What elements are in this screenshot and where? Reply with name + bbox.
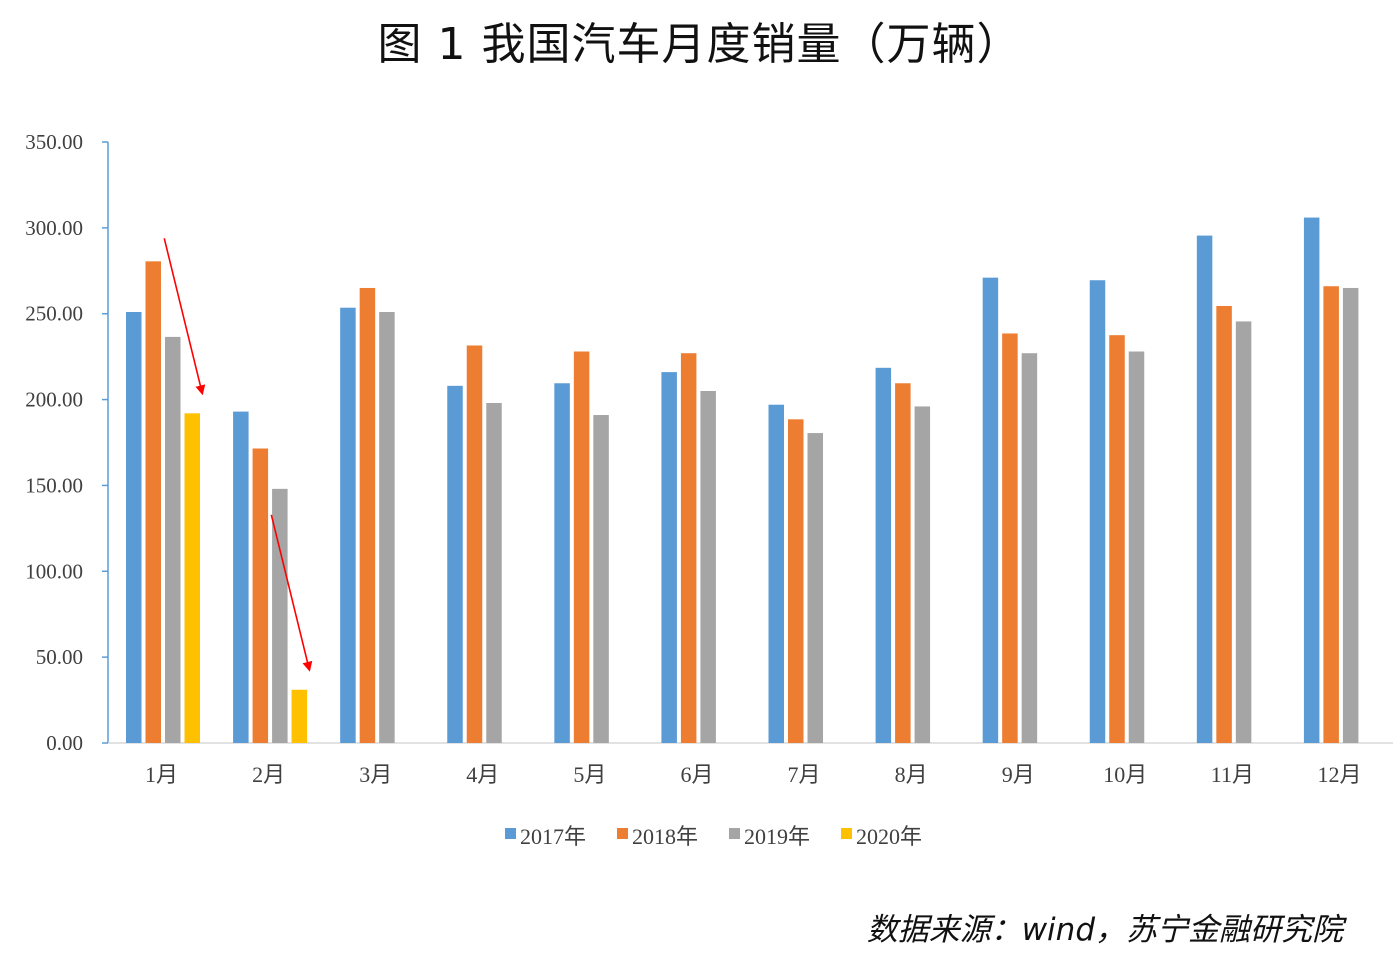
bar <box>272 488 288 743</box>
bar <box>184 413 200 743</box>
x-tick-label: 2月 <box>252 762 285 787</box>
legend-label: 2018年 <box>632 824 698 849</box>
y-tick-label: 50.00 <box>36 645 83 669</box>
y-tick-label: 350.00 <box>25 130 83 154</box>
bar <box>1303 217 1320 743</box>
x-tick-label: 4月 <box>466 762 499 787</box>
bar <box>233 411 249 743</box>
x-tick-label: 6月 <box>680 762 713 787</box>
x-tick-label: 8月 <box>895 762 928 787</box>
x-axis: 1月 2月 3月 4月 5月 6月 7月 8月 9月 10月 11月 12月 <box>108 742 1393 787</box>
bar <box>573 351 590 743</box>
bar <box>1196 235 1213 743</box>
bar <box>359 287 376 743</box>
bar <box>291 689 308 743</box>
bar <box>165 336 181 743</box>
bar <box>768 404 784 743</box>
chart-title: 图 1 我国汽车月度销量（万辆） <box>377 19 1022 70</box>
bar <box>1323 286 1339 743</box>
bar <box>895 383 911 743</box>
legend-label: 2020年 <box>856 824 922 849</box>
legend: 2017年 2018年 2019年 2020年 <box>505 824 922 849</box>
y-tick-label: 250.00 <box>25 302 83 326</box>
annotation-arrow <box>163 238 206 396</box>
bar <box>807 433 823 743</box>
bar <box>447 385 463 743</box>
x-tick-label: 9月 <box>1002 762 1035 787</box>
x-tick-label: 7月 <box>788 762 821 787</box>
legend-swatch <box>617 828 628 839</box>
y-tick-label: 0.00 <box>46 731 83 755</box>
x-tick-label: 12月 <box>1317 762 1361 787</box>
bar <box>1109 335 1125 743</box>
legend-swatch <box>729 828 740 839</box>
y-tick-label: 150.00 <box>25 473 83 497</box>
y-tick-label: 100.00 <box>25 559 83 583</box>
x-tick-label: 10月 <box>1103 762 1147 787</box>
annotations <box>163 238 313 672</box>
bar <box>982 277 999 743</box>
y-tick-label: 300.00 <box>25 216 83 240</box>
bar <box>661 372 677 743</box>
source-note: 数据来源：wind，苏宁金融研究院 <box>866 912 1343 948</box>
bar <box>340 307 356 743</box>
x-tick-label: 3月 <box>359 762 392 787</box>
bar <box>486 403 502 743</box>
bar <box>788 419 804 743</box>
x-tick-label: 1月 <box>145 762 178 787</box>
bar <box>379 311 395 743</box>
y-tick-label: 200.00 <box>25 388 83 412</box>
bar <box>875 367 892 743</box>
bar <box>145 261 161 743</box>
bar <box>554 383 570 743</box>
bar <box>680 353 697 743</box>
legend-swatch <box>505 828 516 839</box>
x-tick-label: 5月 <box>573 762 606 787</box>
bar <box>466 345 483 743</box>
bar <box>126 311 142 743</box>
bar <box>252 448 269 743</box>
legend-label: 2019年 <box>744 824 810 849</box>
bar <box>1216 305 1232 743</box>
bar <box>1235 321 1252 743</box>
bar <box>1128 351 1145 743</box>
bar <box>593 415 609 743</box>
bar <box>700 390 716 743</box>
y-axis: 0.00 50.00 100.00 150.00 200.00 250.00 300.00 3… <box>25 130 109 755</box>
x-tick-label: 11月 <box>1211 762 1254 787</box>
bar <box>914 406 931 743</box>
bar <box>1342 287 1359 743</box>
annotation-arrow <box>270 514 313 672</box>
bar <box>1002 333 1018 743</box>
bar <box>1089 280 1106 743</box>
legend-label: 2017年 <box>520 824 586 849</box>
bars <box>126 217 1359 743</box>
bar <box>1021 353 1038 743</box>
legend-swatch <box>841 828 852 839</box>
